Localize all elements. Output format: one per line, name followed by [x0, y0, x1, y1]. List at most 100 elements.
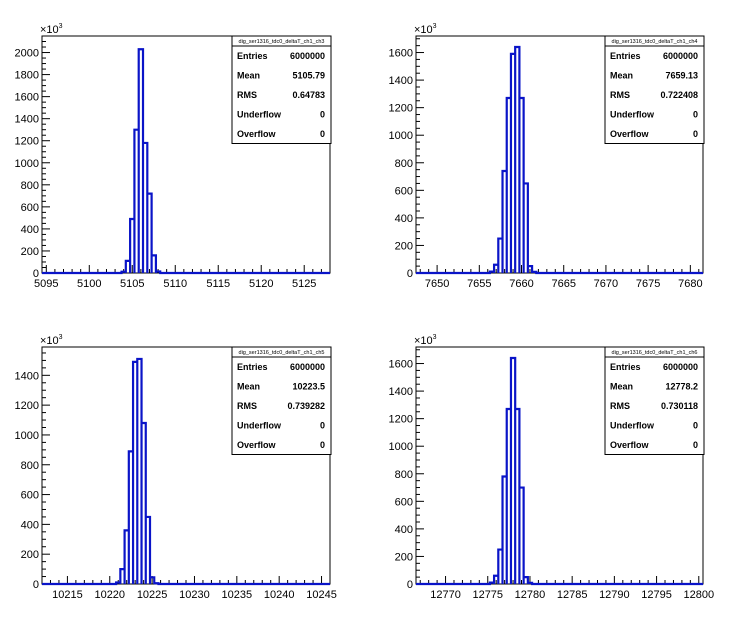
x-tick-label: 10215: [52, 589, 83, 601]
stats-label: Entries: [237, 51, 268, 61]
histogram-bin: [129, 451, 133, 584]
histogram-bin: [519, 98, 523, 273]
x-tick-label: 5125: [292, 278, 316, 290]
stats-value: 0: [320, 110, 325, 120]
y-tick-label: 400: [21, 519, 39, 531]
y-tick-label: 800: [21, 460, 39, 472]
stats-value: 0: [693, 421, 698, 431]
histogram-bin: [524, 577, 528, 584]
y-tick-label: 800: [21, 180, 39, 192]
x-tick-label: 12800: [683, 589, 714, 601]
y-tick-label: 600: [395, 185, 413, 197]
stats-value: 0.730118: [661, 401, 698, 411]
histogram-bin: [507, 98, 511, 273]
histogram-bin: [503, 171, 507, 273]
y-multiplier-base: ×10: [414, 24, 433, 36]
stats-label: Mean: [237, 382, 260, 392]
stats-label: Overflow: [610, 129, 650, 139]
histogram-bin: [532, 272, 536, 273]
stats-value: 0: [693, 110, 698, 120]
y-tick-label: 1600: [389, 359, 413, 371]
y-tick-label: 0: [407, 268, 413, 280]
x-tick-label: 12790: [599, 589, 630, 601]
histogram-panel-2: 0 200 400 600 800 1000 1200 1400 1600 7650 7655 766…: [389, 23, 705, 290]
y-tick-label: 1800: [15, 70, 39, 82]
y-multiplier-exponent: 3: [433, 23, 437, 30]
histogram-bin: [515, 47, 519, 273]
stats-value: 10223.5: [292, 382, 325, 392]
stats-value: 6000000: [290, 51, 325, 61]
x-tick-label: 7660: [509, 278, 533, 290]
histogram-bin: [490, 583, 494, 584]
stats-box: [231, 346, 332, 455]
y-tick-label: 400: [395, 213, 413, 225]
histogram-panel-3: 0 200 400 600 800 1000 1200 1400 10215 10220 10225…: [15, 334, 337, 601]
histogram-line: [416, 356, 703, 586]
y-tick-label: 1000: [15, 158, 39, 170]
x-tick-label: 5095: [34, 278, 58, 290]
stats-label: Overflow: [237, 129, 277, 139]
y-tick-label: 1200: [15, 400, 39, 412]
stats-value: 0.739282: [287, 401, 325, 411]
stats-value: 0: [320, 129, 325, 139]
stats-box: [231, 35, 332, 144]
y-tick-label: 600: [395, 496, 413, 508]
stats-label: Mean: [237, 71, 260, 81]
x-tick-label: 7665: [551, 278, 575, 290]
histogram-bin: [511, 358, 515, 584]
y-tick-label: 1400: [15, 114, 39, 126]
histogram-bin: [498, 239, 502, 273]
y-tick-label: 1600: [389, 48, 413, 60]
stats-value: 0: [693, 129, 698, 139]
stats-label: Mean: [610, 382, 633, 392]
histogram-bin: [120, 569, 124, 584]
y-tick-label: 1400: [389, 386, 413, 398]
histogram-bin: [154, 583, 158, 584]
y-tick-label: 1000: [389, 130, 413, 142]
stats-label: RMS: [610, 401, 630, 411]
x-tick-label: 5120: [249, 278, 273, 290]
x-tick-label: 5105: [120, 278, 144, 290]
x-tick-label: 10230: [179, 589, 210, 601]
histogram-bin: [133, 362, 137, 584]
stats-box: [604, 35, 705, 144]
histogram-bin: [122, 272, 126, 273]
stats-value: 0.722408: [660, 90, 698, 100]
histogram-bin: [524, 183, 528, 273]
y-tick-label: 1400: [389, 75, 413, 87]
stats-title: dig_ser1316_tdc0_deltaT_ch1_ch4: [612, 39, 698, 45]
stats-box: [604, 346, 705, 455]
stats-label: Underflow: [610, 421, 655, 431]
stats-value: 6000000: [290, 362, 325, 372]
y-tick-label: 200: [21, 246, 39, 258]
x-tick-label: 7650: [425, 278, 449, 290]
histogram-panel-1: 0 200 400 600 800 1000 1200 1400 1600 1800 2000 509…: [15, 23, 332, 290]
stats-title: dig_ser1316_tdc0_deltaT_ch1_ch3: [239, 39, 325, 45]
histogram-bin: [116, 583, 120, 584]
y-tick-label: 1000: [15, 430, 39, 442]
y-multiplier-label: ×103: [40, 23, 63, 36]
y-tick-label: 0: [33, 268, 39, 280]
histogram-bin: [150, 577, 154, 584]
x-tick-label: 10245: [306, 589, 337, 601]
x-tick-label: 10235: [222, 589, 253, 601]
stats-label: Underflow: [237, 421, 282, 431]
y-tick-label: 1600: [15, 92, 39, 104]
x-tick-label: 12770: [430, 589, 461, 601]
histogram-bin: [528, 266, 532, 273]
stats-title: dig_ser1316_tdc0_deltaT_ch1_ch6: [612, 350, 698, 356]
histogram-bin: [134, 130, 138, 273]
stats-label: Entries: [237, 362, 268, 372]
x-tick-label: 7670: [594, 278, 618, 290]
histogram-bin: [519, 488, 523, 584]
y-multiplier-label: ×103: [40, 334, 63, 347]
y-tick-label: 600: [21, 202, 39, 214]
x-tick-label: 5100: [77, 278, 101, 290]
x-tick-label: 10220: [94, 589, 125, 601]
histogram-bin: [494, 576, 498, 584]
stats-label: Entries: [610, 51, 641, 61]
histogram-bin: [507, 409, 511, 584]
stats-title: dig_ser1316_tdc0_deltaT_ch1_ch5: [239, 350, 325, 356]
stats-label: RMS: [237, 401, 257, 411]
